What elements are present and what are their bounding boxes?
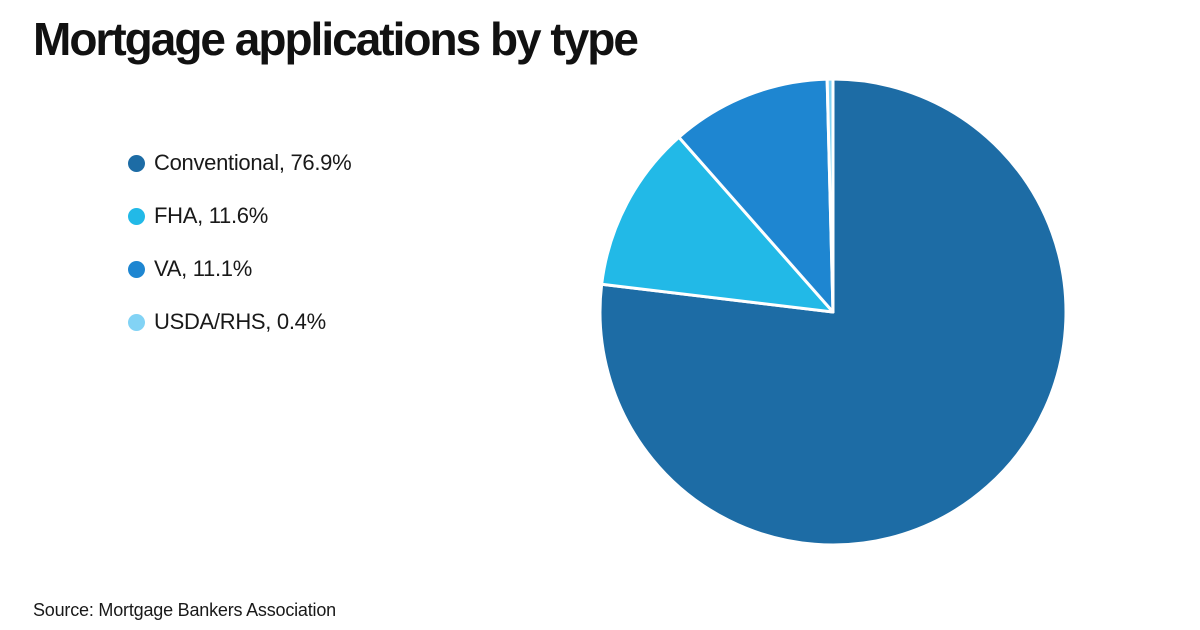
pie-slice-va xyxy=(677,77,835,314)
legend-label: VA, 11.1% xyxy=(154,256,252,281)
legend-swatch-icon xyxy=(128,313,145,331)
legend-label: FHA, 11.6% xyxy=(154,203,268,228)
legend-item-usda-rhs: USDA/RHS, 0.4% xyxy=(128,309,351,334)
legend-swatch-icon xyxy=(128,207,145,225)
pie-slice-usda-rhs xyxy=(825,77,835,314)
legend-swatch-icon xyxy=(128,260,145,278)
legend-item-fha: FHA, 11.6% xyxy=(128,203,351,228)
pie-chart xyxy=(598,77,1068,547)
legend-label: Conventional, 76.9% xyxy=(154,150,352,175)
legend-item-conventional: Conventional, 76.9% xyxy=(128,150,352,175)
legend-item-va: VA, 11.1% xyxy=(128,256,351,281)
pie-slice-fha xyxy=(600,135,835,314)
legend: Conventional, 76.9% FHA, 11.6% VA, 11.1% US… xyxy=(128,150,352,363)
legend-label: USDA/RHS, 0.4% xyxy=(154,309,326,334)
legend-swatch-icon xyxy=(128,154,145,172)
chart-title: Mortgage applications by type xyxy=(33,13,639,65)
source-note: Source: Mortgage Bankers Association xyxy=(33,600,336,620)
